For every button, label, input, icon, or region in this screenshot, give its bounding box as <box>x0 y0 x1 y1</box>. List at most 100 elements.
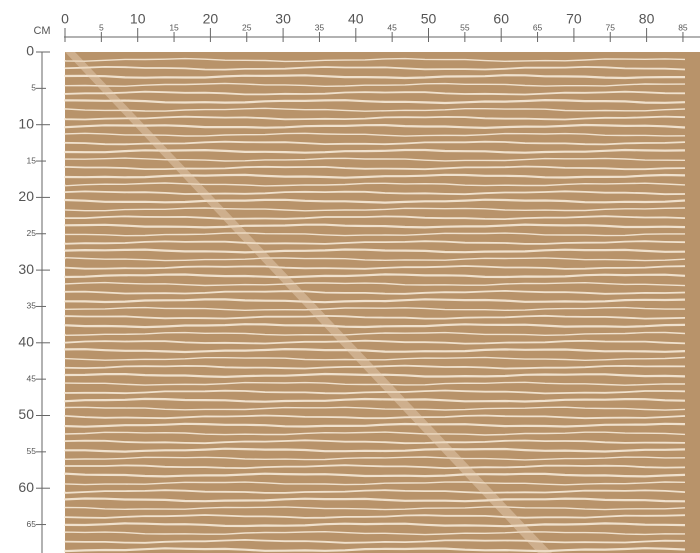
left-ruler-label: 35 <box>27 301 37 311</box>
stripe <box>64 256 686 262</box>
left-ruler-label: 10 <box>18 115 34 131</box>
stripe <box>64 107 686 112</box>
stripe <box>64 265 686 270</box>
top-ruler-label: 50 <box>421 11 437 27</box>
stripe <box>64 364 686 370</box>
stripe <box>64 207 686 212</box>
stripe <box>64 481 686 486</box>
stripe <box>64 215 686 221</box>
stripe <box>63 347 686 354</box>
stripe <box>64 431 686 436</box>
top-ruler-label: 35 <box>315 22 325 32</box>
stripe <box>64 190 686 196</box>
top-ruler-label: 15 <box>169 22 179 32</box>
top-ruler-label: 30 <box>275 11 291 27</box>
stripe <box>63 248 686 254</box>
stripe <box>64 538 686 544</box>
left-ruler-label: 5 <box>31 83 36 93</box>
stripe <box>64 57 686 63</box>
stripe <box>63 447 686 453</box>
stripe <box>64 339 686 345</box>
stripe <box>63 547 686 553</box>
stripe <box>63 223 686 229</box>
stripe <box>64 115 686 121</box>
left-ruler-label: 25 <box>27 228 37 238</box>
top-ruler-label: 55 <box>460 22 470 32</box>
left-ruler-label: 20 <box>18 188 34 204</box>
left-ruler-label: 55 <box>27 446 37 456</box>
top-ruler-bg <box>65 0 700 38</box>
stripe <box>64 90 686 96</box>
left-ruler-label: 0 <box>26 43 34 59</box>
stripe <box>63 123 686 130</box>
left-ruler-label: 45 <box>27 373 37 383</box>
stripe <box>64 414 686 420</box>
top-ruler-label: 5 <box>99 22 104 32</box>
top-ruler-label: 10 <box>130 11 146 27</box>
stripe <box>63 472 686 478</box>
stripe <box>64 464 686 470</box>
stripe <box>64 389 686 395</box>
stripe <box>63 497 686 503</box>
stripe <box>64 157 686 162</box>
stripe <box>64 306 685 312</box>
stripe <box>64 281 686 287</box>
stripe <box>63 397 686 403</box>
stripe <box>64 82 686 88</box>
stripe <box>63 273 686 279</box>
stripe <box>64 314 686 320</box>
stripe <box>63 98 686 105</box>
stripe <box>64 240 686 245</box>
left-ruler-label: 40 <box>18 334 34 350</box>
top-ruler-label: 65 <box>533 22 543 32</box>
stripe <box>63 198 686 204</box>
top-ruler-label: 25 <box>242 22 252 32</box>
fabric <box>65 52 700 553</box>
stripe <box>64 381 686 386</box>
left-ruler-label: 30 <box>18 261 34 277</box>
stripe <box>63 298 686 304</box>
top-ruler-label: 60 <box>493 11 509 27</box>
stripe <box>63 148 686 154</box>
stripe <box>64 232 685 237</box>
stripe <box>63 522 686 528</box>
stripe <box>64 530 686 536</box>
top-ruler-label: 45 <box>387 22 397 32</box>
stripe <box>64 182 686 187</box>
left-ruler-label: 50 <box>18 406 34 422</box>
left-ruler-label: 65 <box>27 519 37 529</box>
fold-line <box>65 52 552 553</box>
top-ruler-label: 40 <box>348 11 364 27</box>
stripe <box>63 173 686 179</box>
left-ruler-label: 15 <box>27 155 37 165</box>
top-ruler-label: 20 <box>203 11 219 27</box>
stripe <box>64 356 686 362</box>
stripe <box>64 289 686 295</box>
stripe <box>64 506 686 511</box>
stripe <box>64 165 686 171</box>
left-ruler-bg <box>0 0 64 553</box>
top-ruler-label: 85 <box>678 22 688 32</box>
stripe <box>64 140 686 146</box>
stripe <box>64 514 686 519</box>
stripes <box>63 57 686 553</box>
stripe <box>63 422 686 428</box>
stripe <box>64 331 686 337</box>
stripe <box>63 74 685 80</box>
top-ruler-label: 80 <box>639 11 655 27</box>
stripe <box>64 439 686 445</box>
stripe <box>64 456 686 461</box>
left-ruler-label: 60 <box>18 479 34 495</box>
top-ruler-label: 0 <box>61 11 69 27</box>
stripe <box>64 65 686 71</box>
stripe <box>63 372 686 379</box>
unit-label: CM <box>33 25 50 37</box>
stripe <box>64 489 686 494</box>
stripe <box>64 406 686 411</box>
stripe <box>64 132 686 137</box>
stripe <box>63 323 686 329</box>
top-ruler-label: 75 <box>606 22 616 32</box>
top-ruler-label: 70 <box>566 11 582 27</box>
